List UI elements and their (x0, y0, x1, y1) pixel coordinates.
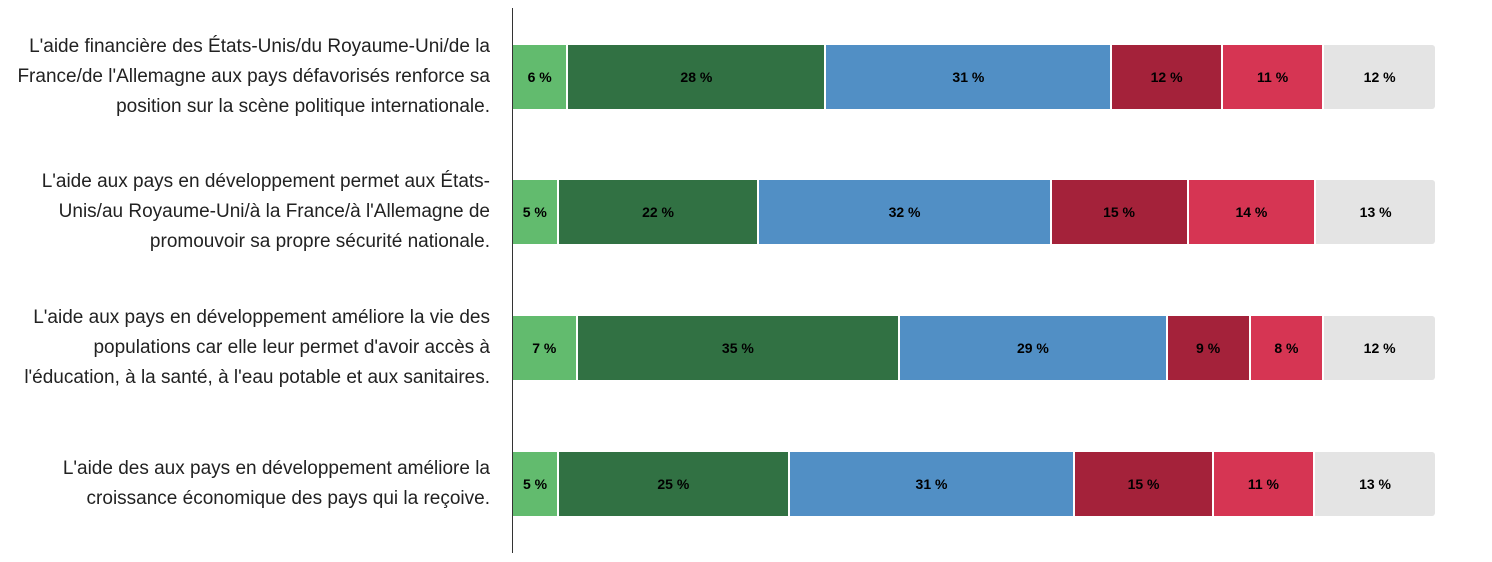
bar-segment: 5 % (513, 180, 559, 244)
data-label: 22 % (642, 204, 675, 220)
bar-segment: 8 % (1250, 316, 1325, 380)
bar-segment: 28 % (568, 45, 827, 109)
bar-segment: 7 % (513, 316, 578, 380)
bar-row: L'aide aux pays en développement amélior… (0, 307, 1492, 388)
bar-segment: 31 % (826, 45, 1113, 109)
category-label: L'aide aux pays en développement permet … (41, 171, 490, 252)
bar-segment: 11 % (1213, 452, 1316, 516)
bar-segment: 12 % (1324, 316, 1435, 380)
data-label: 12 % (1363, 340, 1396, 356)
category-label: L'aide financière des États-Unis/du Roya… (17, 36, 490, 117)
bar-segment: 11 % (1222, 45, 1325, 109)
data-label: 5 % (522, 476, 548, 492)
bar-segment: 13 % (1316, 180, 1435, 244)
data-label: 13 % (1359, 204, 1392, 220)
category-label: L'aide aux pays en développement amélior… (24, 307, 490, 388)
data-label: 29 % (1016, 340, 1049, 356)
bar-segment: 29 % (900, 316, 1168, 380)
bar-segment: 35 % (577, 316, 901, 380)
data-label: 31 % (915, 476, 948, 492)
bar-row: L'aide des aux pays en développement amé… (0, 452, 1492, 516)
bar-row: L'aide aux pays en développement permet … (0, 171, 1492, 252)
bar-segment: 12 % (1112, 45, 1223, 109)
bar-segment: 15 % (1075, 452, 1214, 516)
data-label: 9 % (1196, 340, 1221, 356)
bar-row: L'aide financière des États-Unis/du Roya… (0, 36, 1492, 117)
data-label: 35 % (721, 340, 754, 356)
data-label: 28 % (680, 69, 713, 85)
bar-segment: 12 % (1324, 45, 1435, 109)
data-label: 11 % (1247, 476, 1279, 492)
stacked-bar: 5 % 22 % 32 % 15 % 14 % 13 % (513, 180, 1435, 244)
bar-segment: 22 % (558, 180, 760, 244)
category-label: L'aide des aux pays en développement amé… (62, 458, 490, 509)
y-axis-line (512, 8, 513, 553)
data-label: 25 % (657, 476, 690, 492)
bar-segment: 5 % (513, 452, 560, 516)
data-label: 32 % (888, 204, 921, 220)
bar-segment: 25 % (559, 452, 790, 516)
bar-segment: 13 % (1315, 452, 1435, 516)
stacked-bar: 6 % 28 % 31 % 12 % 11 % 12 % (513, 45, 1435, 109)
data-label: 13 % (1359, 476, 1391, 492)
bar-segment: 14 % (1188, 180, 1317, 244)
data-label: 5 % (522, 204, 547, 220)
bar-segment: 9 % (1167, 316, 1251, 380)
data-label: 31 % (952, 69, 985, 85)
data-label: 12 % (1363, 69, 1396, 85)
data-label: 11 % (1257, 69, 1289, 85)
data-label: 15 % (1127, 476, 1160, 492)
data-label: 12 % (1150, 69, 1183, 85)
data-label: 8 % (1274, 340, 1299, 356)
data-label: 7 % (532, 340, 557, 356)
bar-segment: 31 % (789, 452, 1076, 516)
data-label: 15 % (1103, 204, 1135, 220)
bar-segment: 15 % (1051, 180, 1189, 244)
data-label: 6 % (527, 69, 552, 85)
bar-segment: 32 % (759, 180, 1052, 244)
stacked-bar: 5 % 25 % 31 % 15 % 11 % 13 % (513, 452, 1435, 516)
bar-segment: 6 % (513, 45, 569, 109)
data-label: 14 % (1235, 204, 1268, 220)
stacked-bar: 7 % 35 % 29 % 9 % 8 % 12 % (513, 316, 1435, 380)
